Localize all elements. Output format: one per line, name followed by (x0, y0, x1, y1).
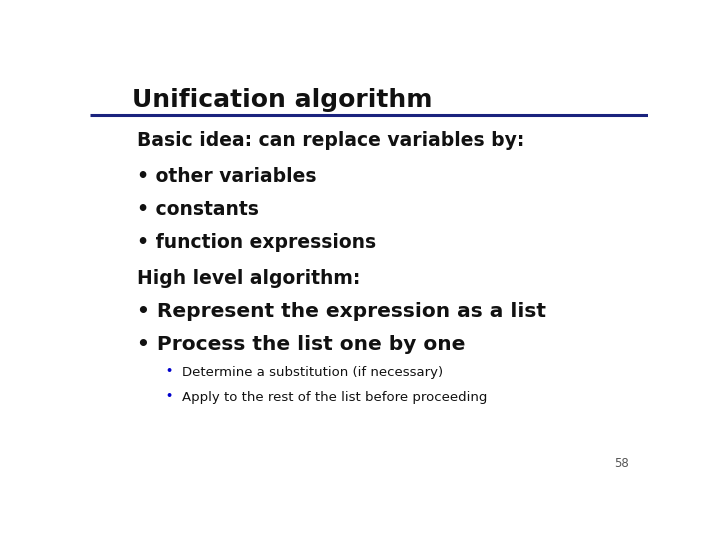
Text: • function expressions: • function expressions (138, 233, 377, 252)
Text: High level algorithm:: High level algorithm: (138, 268, 361, 287)
Text: • Represent the expression as a list: • Represent the expression as a list (138, 302, 546, 321)
Text: • constants: • constants (138, 200, 259, 219)
Text: Unification algorithm: Unification algorithm (132, 87, 432, 112)
Text: •: • (166, 366, 173, 376)
Text: • Process the list one by one: • Process the list one by one (138, 335, 466, 354)
Text: Determine a substitution (if necessary): Determine a substitution (if necessary) (182, 366, 444, 379)
Text: •: • (166, 391, 173, 401)
Text: 58: 58 (613, 457, 629, 470)
Text: Apply to the rest of the list before proceeding: Apply to the rest of the list before pro… (182, 391, 487, 404)
Text: Basic idea: can replace variables by:: Basic idea: can replace variables by: (138, 131, 525, 150)
Text: • other variables: • other variables (138, 167, 317, 186)
